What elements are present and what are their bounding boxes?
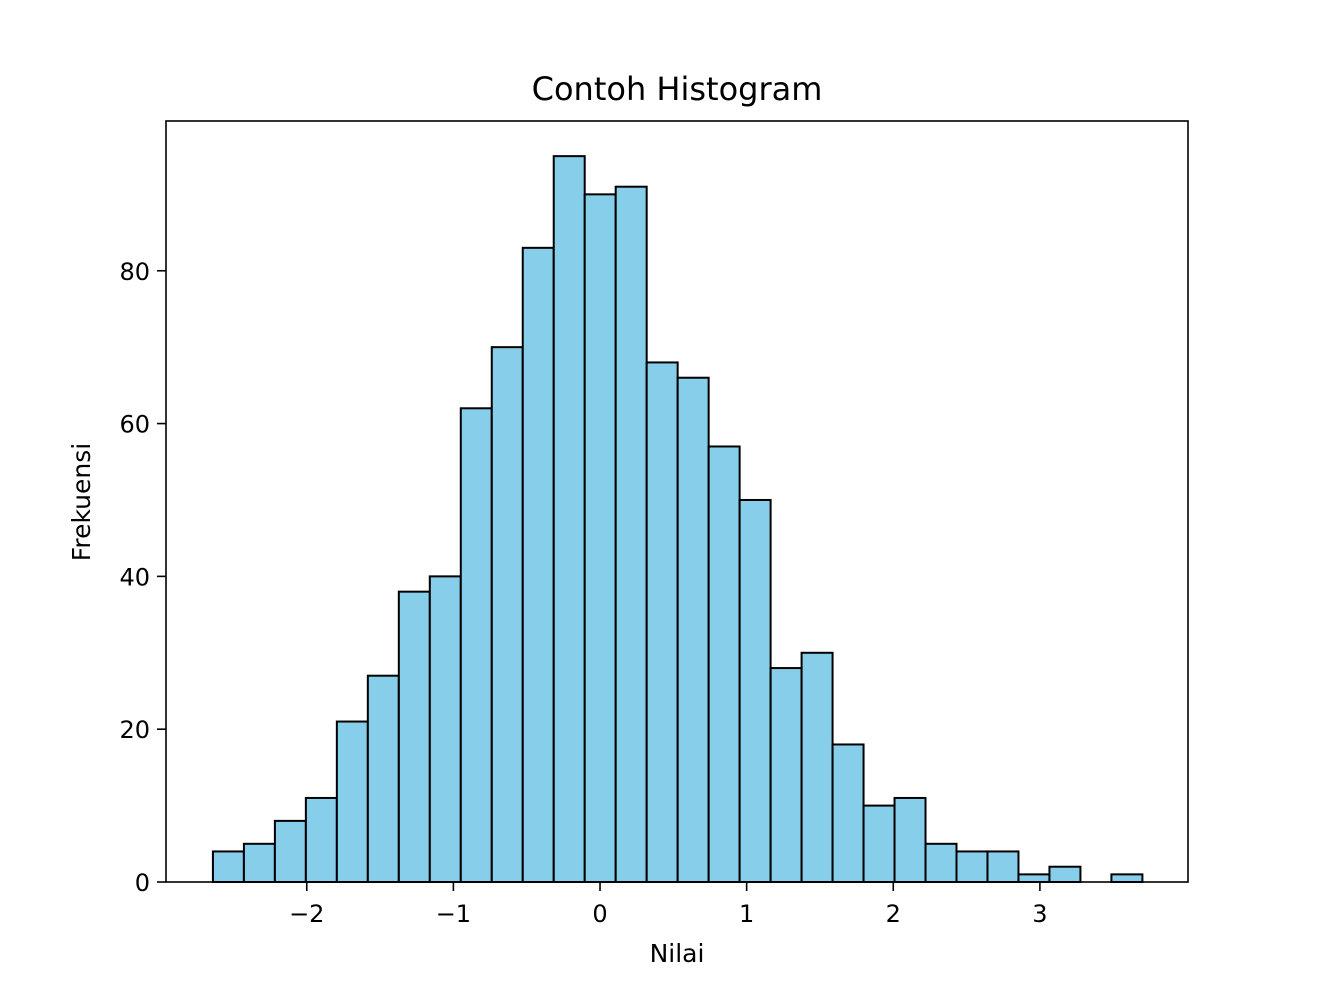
histogram-bar bbox=[521, 246, 555, 884]
histogram-bar bbox=[459, 407, 493, 883]
x-tick-label: −1 bbox=[436, 900, 471, 928]
histogram-bar bbox=[893, 796, 927, 883]
bars-group bbox=[211, 155, 1144, 884]
x-tick-label: 3 bbox=[1032, 900, 1047, 928]
histogram-bar bbox=[1110, 873, 1144, 883]
histogram-bar bbox=[1048, 865, 1082, 883]
y-axis-label: Frekuensi bbox=[67, 443, 96, 561]
histogram-bar bbox=[335, 720, 369, 884]
histogram-bar bbox=[645, 361, 679, 883]
y-tick-label: 60 bbox=[119, 411, 150, 439]
chart-title: Contoh Histogram bbox=[532, 70, 823, 108]
y-tick-label: 0 bbox=[135, 869, 150, 897]
histogram-bar bbox=[800, 651, 834, 884]
histogram-bar bbox=[707, 445, 741, 883]
histogram-bar bbox=[738, 498, 772, 883]
y-tick-label: 80 bbox=[119, 258, 150, 286]
histogram-bar bbox=[862, 804, 896, 883]
x-tick-label: 1 bbox=[739, 900, 754, 928]
histogram-bar bbox=[955, 850, 989, 883]
histogram-bar bbox=[769, 667, 803, 884]
histogram-bar bbox=[397, 590, 431, 883]
x-tick-label: 0 bbox=[592, 900, 607, 928]
histogram-bar bbox=[924, 842, 958, 883]
histogram-bar bbox=[1017, 873, 1051, 883]
y-tick-label: 40 bbox=[119, 563, 150, 591]
x-tick-label: −2 bbox=[289, 900, 324, 928]
plot-frame bbox=[165, 120, 1189, 883]
histogram-bar bbox=[676, 376, 710, 883]
histogram-bar bbox=[614, 185, 648, 883]
ticks-group: −2 −1 0 1 2 3 0 20 40 60 80 bbox=[119, 258, 1047, 928]
histogram-bar bbox=[831, 743, 865, 884]
histogram-bar bbox=[583, 193, 617, 883]
x-axis-label: Nilai bbox=[650, 939, 705, 968]
histogram-bar bbox=[986, 850, 1020, 883]
histogram-bar bbox=[211, 850, 245, 883]
histogram-bar bbox=[273, 819, 307, 883]
histogram-bar bbox=[428, 575, 462, 883]
histogram-bar bbox=[552, 155, 586, 883]
histogram-bar bbox=[304, 796, 338, 883]
histogram-bar bbox=[490, 346, 524, 883]
x-tick-label: 2 bbox=[886, 900, 901, 928]
histogram-bar bbox=[366, 674, 400, 884]
histogram-bar bbox=[242, 842, 276, 883]
y-tick-label: 20 bbox=[119, 716, 150, 744]
